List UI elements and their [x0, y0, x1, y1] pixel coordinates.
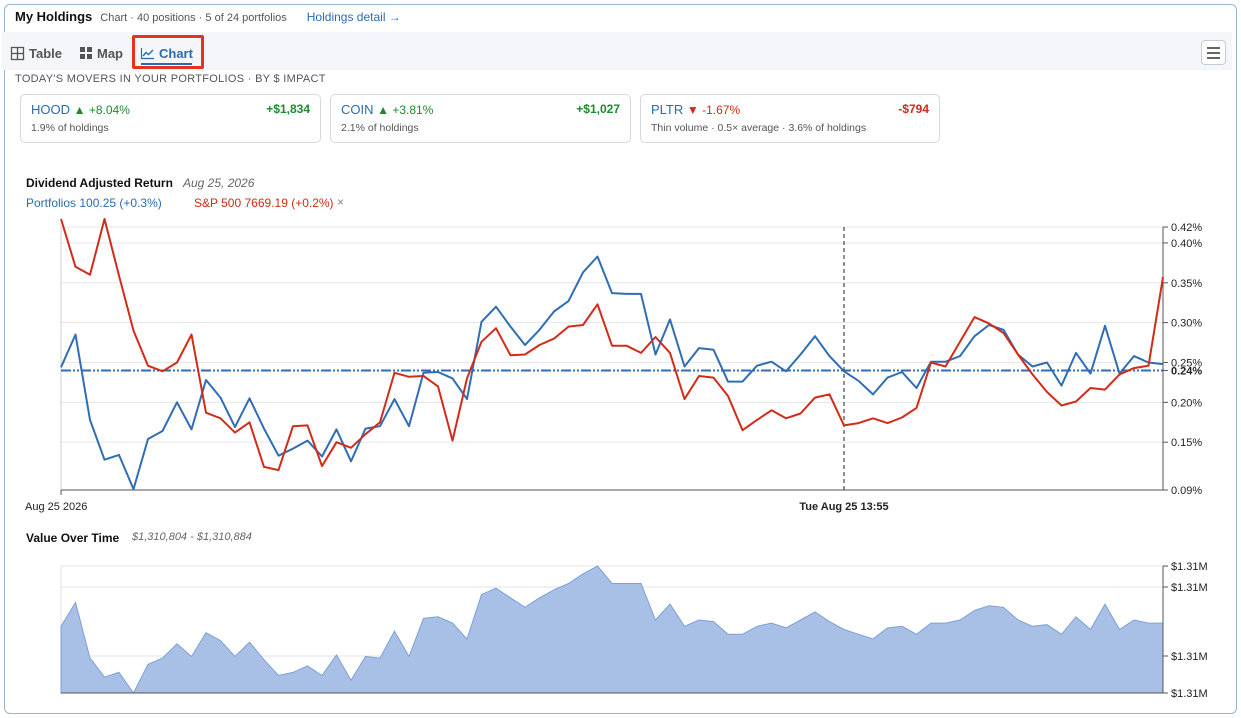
mover-amount: -$794	[898, 102, 929, 116]
y-tick-label: 0.30%	[1171, 318, 1202, 330]
y-tick-label: 0.35%	[1171, 278, 1202, 290]
mover-amount: +$1,834	[266, 102, 310, 116]
menu-button[interactable]	[1201, 40, 1226, 65]
value-chart-range: $1,310,804 - $1,310,884	[132, 531, 252, 543]
value-y-tick-label: $1.31M	[1171, 582, 1208, 594]
mover-change: ▼ -1.67%	[686, 103, 741, 117]
y-tick-label: 0.24%	[1171, 365, 1202, 377]
y-tick-label: 0.15%	[1171, 437, 1202, 449]
mover-note: 2.1% of holdings	[341, 122, 419, 134]
mover-symbol: PLTR	[651, 102, 684, 117]
return-chart-date: Aug 25, 2026	[183, 176, 255, 190]
mover-note: Thin volume · 0.5× average · 3.6% of hol…	[651, 122, 867, 134]
mover-card-hood[interactable]: HOOD ▲ +8.04% +$1,834 1.9% of holdings	[20, 94, 321, 143]
y-tick-label: 0.25%	[1171, 357, 1202, 369]
grid-icon	[80, 47, 92, 59]
value-chart-title: Value Over Time	[26, 531, 120, 545]
y-tick-label: 0.09%	[1171, 485, 1202, 497]
line-chart-icon	[140, 47, 154, 59]
crosshair-x-label: Tue Aug 25 13:55	[799, 501, 888, 513]
mover-symbol: COIN	[341, 102, 374, 117]
tab-chart-highlight	[132, 35, 204, 69]
mover-amount: +$1,027	[576, 102, 620, 116]
mover-note: 1.9% of holdings	[31, 122, 109, 134]
page-subtitle: Chart · 40 positions · 5 of 24 portfolio…	[100, 12, 287, 24]
return-chart-title: Dividend Adjusted Return	[26, 176, 173, 190]
holdings-detail-link[interactable]: Holdings detail →	[306, 10, 401, 24]
header: My Holdings Chart · 40 positions · 5 of …	[15, 9, 401, 31]
legend-sp500[interactable]: S&P 500 7669.19 (+0.2%)	[194, 196, 334, 210]
movers-heading: TODAY'S MOVERS IN YOUR PORTFOLIOS · BY $…	[15, 73, 326, 85]
mover-card-coin[interactable]: COIN ▲ +3.81% +$1,027 2.1% of holdings	[330, 94, 631, 143]
view-toolbar: Table Map Chart	[1, 32, 1232, 70]
table-icon	[10, 46, 25, 60]
mover-change: ▲ +3.81%	[377, 103, 434, 117]
tab-table-label: Table	[29, 45, 62, 61]
active-tab-indicator	[141, 63, 192, 65]
sp500-series-line	[60, 218, 1164, 472]
remove-comparison-icon[interactable]: ×	[337, 195, 345, 209]
tab-table[interactable]: Table	[10, 42, 62, 64]
tab-map[interactable]: Map	[80, 42, 123, 64]
value-y-tick-label: $1.31M	[1171, 561, 1208, 573]
hamburger-icon	[1207, 46, 1220, 49]
tab-chart[interactable]: Chart	[140, 42, 193, 64]
x-tick-label: Aug 25 2026	[25, 501, 87, 513]
tab-chart-label: Chart	[159, 45, 193, 61]
value-y-tick-label: $1.31M	[1171, 688, 1208, 700]
portfolios-series-line	[60, 255, 1164, 491]
mover-symbol: HOOD	[31, 102, 70, 117]
y-tick-label: 0.42%	[1171, 222, 1202, 234]
tab-map-label: Map	[97, 45, 123, 61]
value-y-tick-label: $1.31M	[1171, 651, 1208, 663]
legend-portfolios[interactable]: Portfolios 100.25 (+0.3%)	[26, 196, 162, 210]
value-area	[60, 565, 1164, 694]
y-tick-label: 0.20%	[1171, 397, 1202, 409]
y-tick-label: 0.40%	[1171, 238, 1202, 250]
mover-change: ▲ +8.04%	[73, 103, 130, 117]
mover-card-pltr[interactable]: PLTR ▼ -1.67% -$794 Thin volume · 0.5× a…	[640, 94, 940, 143]
page-title: My Holdings	[15, 9, 93, 24]
